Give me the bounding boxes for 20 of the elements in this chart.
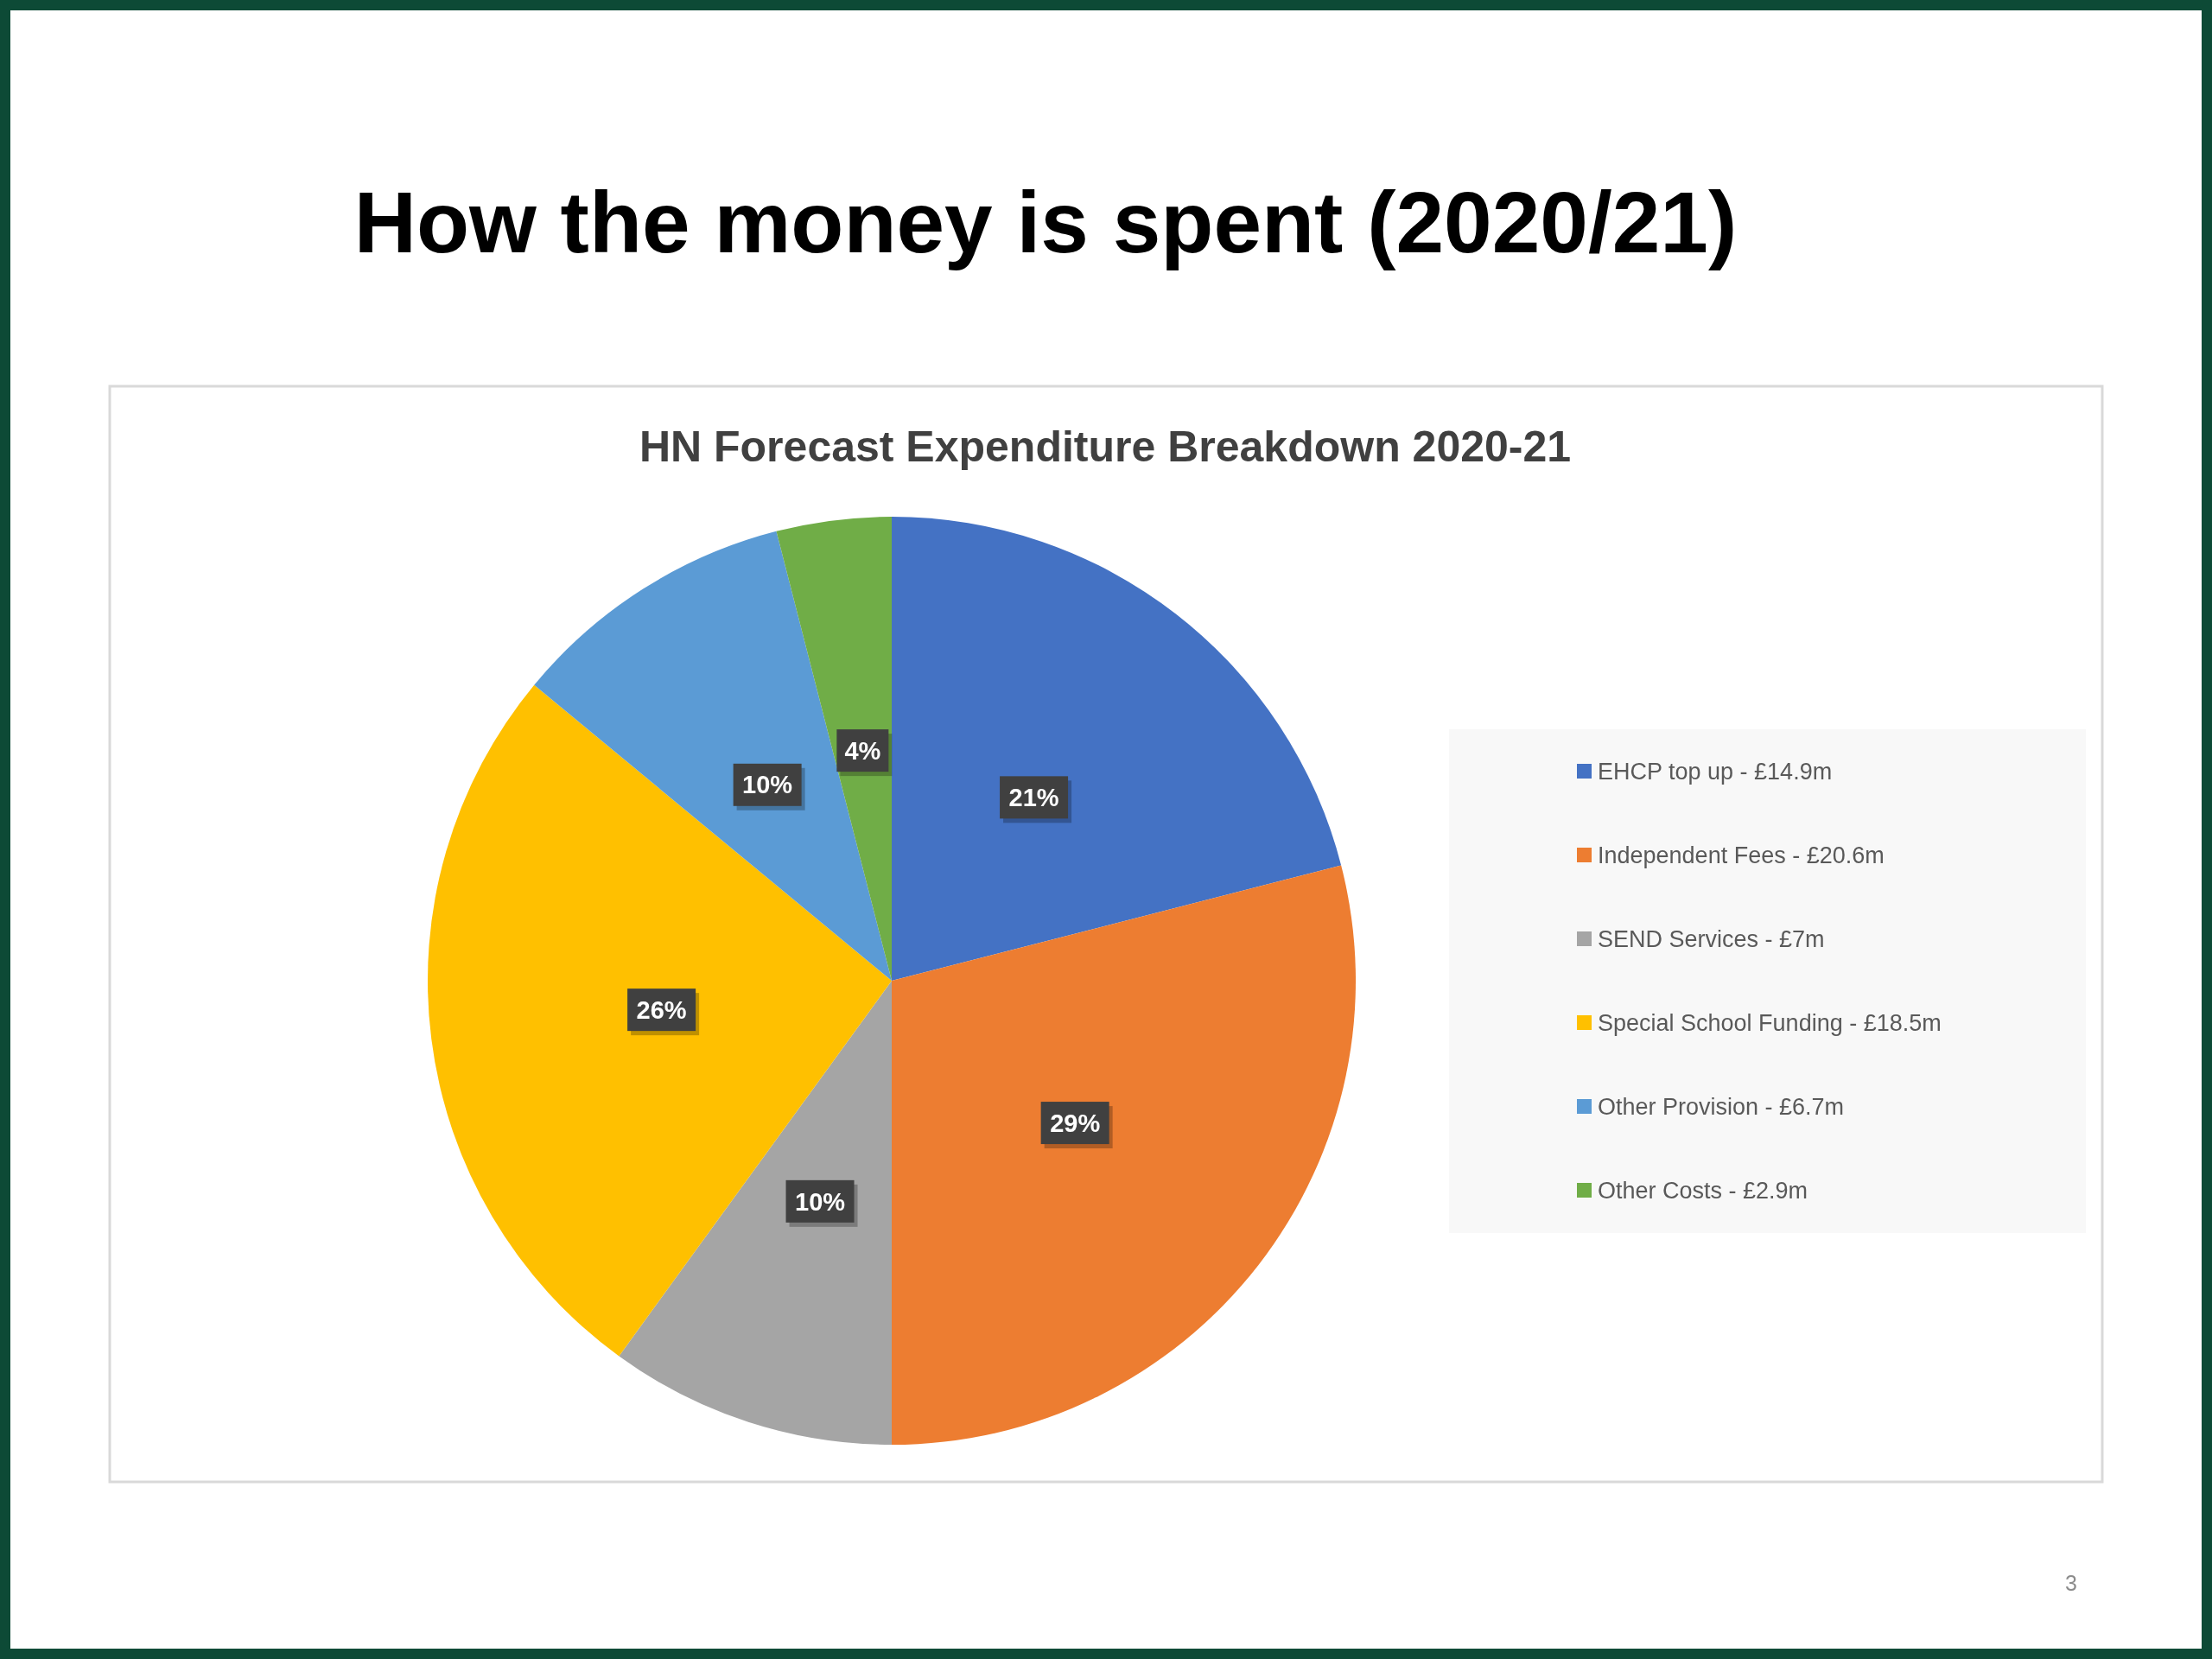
- legend-label: EHCP top up - £14.9m: [1598, 759, 1833, 785]
- legend-label: Other Provision - £6.7m: [1598, 1094, 1845, 1121]
- text: 3: [2065, 1570, 2077, 1595]
- data-label: 10%: [795, 1187, 846, 1216]
- pie-slice: [534, 531, 892, 981]
- legend-label: Independent Fees - £20.6m: [1598, 842, 1885, 869]
- chart-subtitle: HN Forecast Expenditure Breakdown 2020-21: [639, 423, 1572, 471]
- pie-slice: [892, 865, 1356, 1445]
- data-label: 21%: [1008, 783, 1059, 811]
- legend-label: Other Costs - £2.9m: [1598, 1178, 1808, 1205]
- data-label: 4%: [844, 736, 881, 765]
- pie-slice: [892, 517, 1342, 981]
- legend-label: SEND Services - £7m: [1598, 926, 1825, 953]
- data-label: 26%: [636, 995, 687, 1024]
- pie-slice: [619, 981, 892, 1445]
- chart-title: How the money is spent (2020/21): [353, 174, 1738, 270]
- data-label: 10%: [742, 771, 793, 799]
- pie-slice: [429, 684, 892, 1357]
- legend-label: Special School Funding - £18.5m: [1598, 1010, 1942, 1037]
- data-label: 29%: [1050, 1109, 1101, 1137]
